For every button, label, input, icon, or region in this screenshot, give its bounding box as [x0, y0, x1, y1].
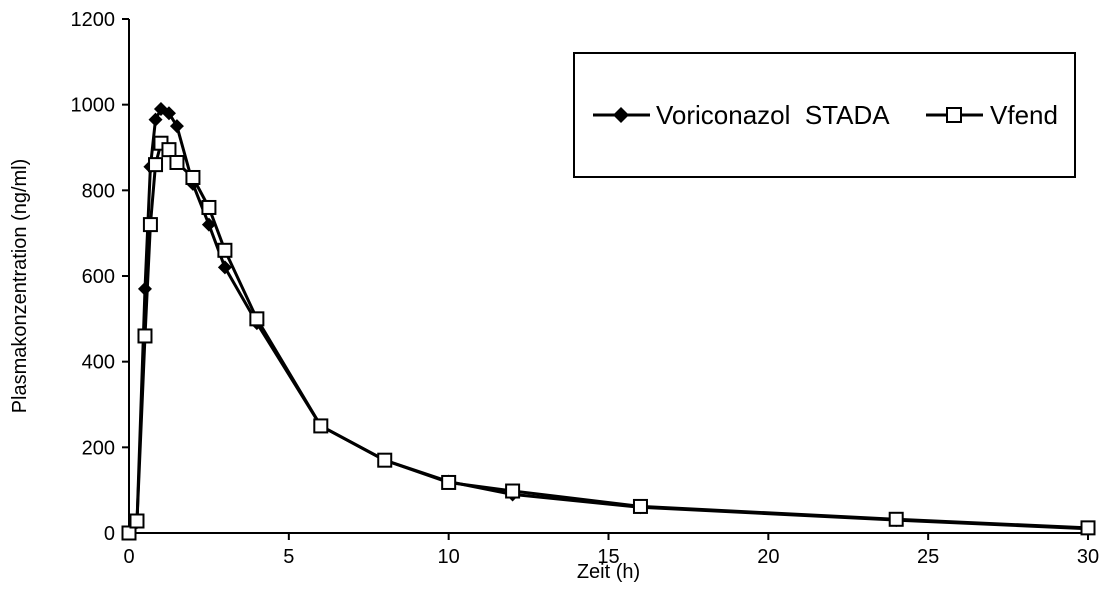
y-tick-label: 600	[82, 266, 115, 288]
y-tick-label: 800	[82, 180, 115, 202]
y-tick-label: 1000	[71, 95, 116, 117]
data-point-vfend	[121, 525, 137, 541]
y-tick-label: 0	[104, 523, 115, 545]
x-tick-label: 30	[1077, 546, 1099, 568]
data-point-vfend	[129, 513, 145, 529]
data-point-vfend	[505, 483, 521, 499]
data-point-vfend	[1080, 520, 1096, 536]
y-ticks: 0 200 400 600 800 1000 1200	[71, 9, 129, 545]
data-point-vfend	[632, 498, 648, 514]
data-point-voriconazol-stada	[201, 217, 216, 232]
y-axis-title: Plasmakonzentration (ng/ml)	[9, 159, 31, 414]
legend-label-vfend: Vfend	[990, 100, 1058, 130]
y-tick-label: 200	[82, 437, 115, 459]
x-tick-label: 20	[757, 546, 779, 568]
data-point-voriconazol-stada	[217, 260, 232, 275]
x-tick-label: 25	[917, 546, 939, 568]
series-line-vfend	[127, 141, 1089, 534]
data-point-vfend	[441, 474, 457, 490]
data-point-vfend	[161, 142, 177, 158]
x-tick-label: 10	[438, 546, 460, 568]
legend-marker-diamond	[613, 107, 629, 123]
x-tick-label: 5	[283, 546, 294, 568]
data-point-voriconazol-stada	[137, 281, 152, 296]
data-point-vfend	[201, 199, 217, 215]
y-tick-label: 1200	[71, 9, 116, 31]
data-point-voriconazol-stada	[169, 119, 184, 134]
data-point-vfend	[377, 452, 393, 468]
data-point-vfend	[142, 217, 158, 233]
data-point-vfend	[217, 242, 233, 258]
data-point-vfend	[249, 311, 265, 327]
y-tick-label: 400	[82, 352, 115, 374]
data-point-vfend	[169, 154, 185, 170]
series-layer	[121, 101, 1096, 541]
data-point-vfend	[313, 418, 329, 434]
x-tick-label: 15	[597, 546, 619, 568]
data-point-vfend	[185, 169, 201, 185]
data-point-vfend	[148, 157, 164, 173]
data-point-vfend	[888, 511, 904, 527]
legend: Voriconazol STADA Vfend	[573, 52, 1076, 178]
data-point-voriconazol-stada	[161, 106, 176, 121]
data-point-voriconazol-stada	[148, 112, 163, 127]
x-axis-title: Zeit (h)	[577, 561, 640, 583]
x-tick-label: 0	[123, 546, 134, 568]
legend-box	[573, 52, 1076, 178]
x-ticks: 0 5 10 15 20 25 30	[123, 533, 1099, 568]
legend-marker-square	[946, 107, 962, 123]
data-point-vfend	[137, 328, 153, 344]
legend-label-voriconazol-stada: Voriconazol STADA	[656, 100, 890, 130]
